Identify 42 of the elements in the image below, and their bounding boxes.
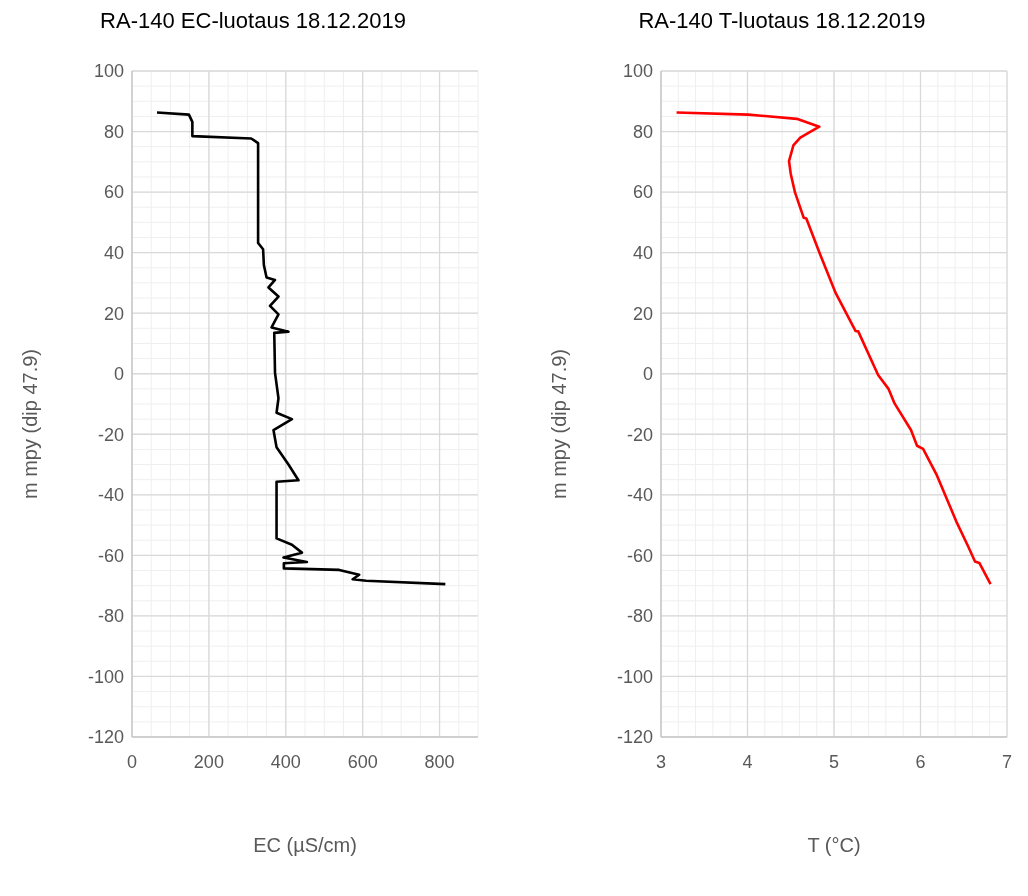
x-tick-label: 0 [126,751,138,772]
y-axis-title: m mpy (dip 47.9) [18,348,42,500]
y-tick-label: 100 [622,61,653,82]
x-tick-label: 400 [270,751,301,772]
y-tick-label: 40 [632,243,653,264]
x-tick-label: 7 [1001,751,1013,772]
x-tick-label: 3 [655,751,667,772]
x-axis-title: EC (µS/cm) [252,834,358,857]
y-axis-title: m mpy (dip 47.9) [547,348,571,500]
y-tick-label: -100 [616,666,653,687]
x-tick-label: 600 [347,751,378,772]
y-tick-label: -120 [87,727,124,748]
y-tick-label: -100 [87,666,124,687]
chart-title: RA-140 EC-luotaus 18.12.2019 [99,8,407,34]
y-tick-label: -120 [616,727,653,748]
y-tick-label: 0 [642,364,653,385]
y-tick-label: 20 [632,303,653,324]
y-tick-label: 0 [113,364,124,385]
y-tick-label: 100 [93,61,124,82]
line-series [675,111,992,586]
x-tick-label: 4 [742,751,753,772]
x-tick-label: 200 [193,751,224,772]
y-tick-label: 80 [632,121,653,142]
y-tick-label: -80 [626,606,653,627]
y-tick-label: 60 [103,182,124,203]
chart-title: RA-140 T-luotaus 18.12.2019 [637,8,927,34]
y-tick-label: -40 [97,485,124,506]
y-tick-label: -80 [97,606,124,627]
x-tick-label: 6 [915,751,926,772]
x-tick-label: 5 [828,751,840,772]
x-tick-label: 800 [424,751,455,772]
y-tick-label: -20 [97,424,124,445]
y-tick-label: 80 [103,121,124,142]
y-tick-label: -60 [626,545,653,566]
y-tick-label: -60 [97,545,124,566]
y-tick-label: -40 [626,485,653,506]
y-tick-label: 60 [632,182,653,203]
x-axis-title: T (°C) [806,834,862,857]
y-tick-label: 20 [103,303,124,324]
y-tick-label: -20 [626,424,653,445]
y-tick-label: 40 [103,243,124,264]
line-series [155,111,447,586]
